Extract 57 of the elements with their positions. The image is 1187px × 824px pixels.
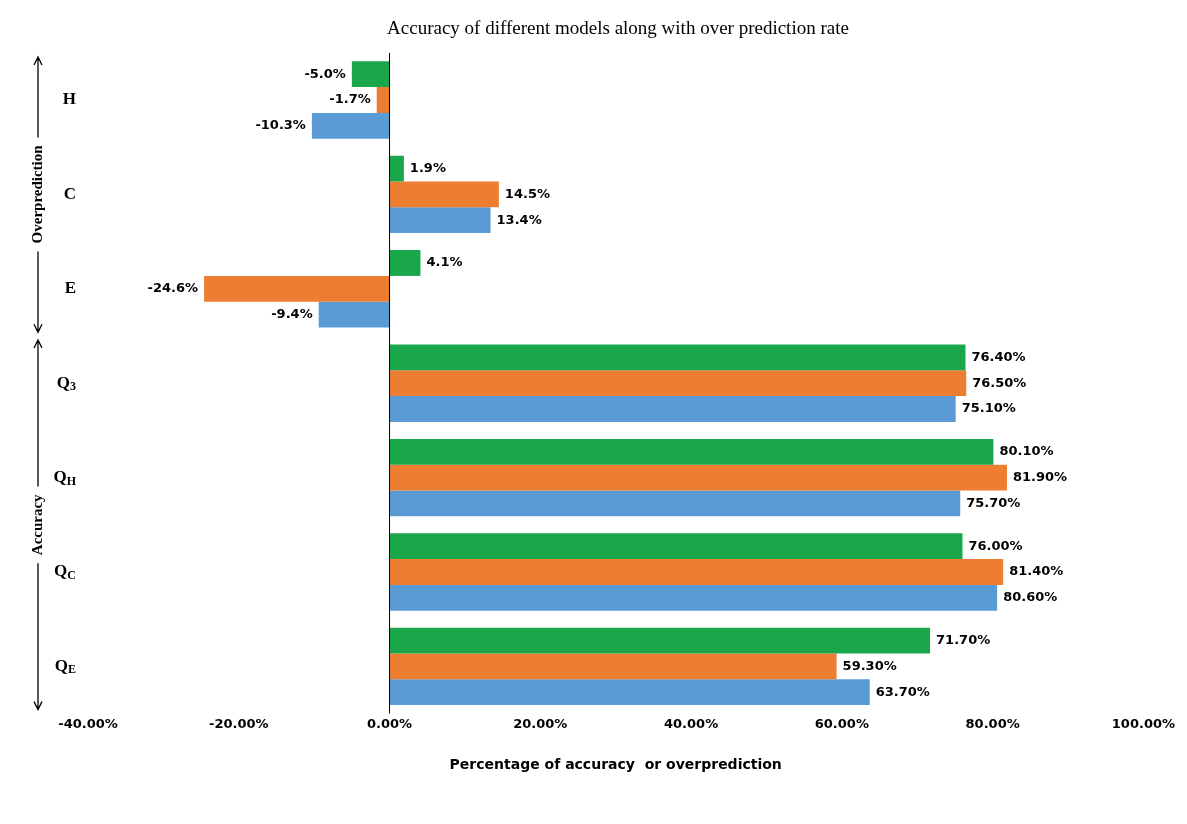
bar: [389, 438, 994, 465]
bar: [204, 275, 390, 302]
y-tick-label: E: [64, 278, 76, 298]
bar: [389, 155, 404, 182]
bar: [351, 61, 390, 88]
x-tick-label: -40.00%: [58, 715, 118, 731]
data-label: 80.60%: [1003, 589, 1058, 605]
data-label: 71.70%: [936, 631, 991, 647]
bar: [318, 301, 390, 328]
y-tick-label: H: [62, 89, 77, 109]
bar: [389, 490, 961, 517]
data-label: 80.10%: [999, 443, 1054, 459]
bar: [389, 370, 967, 397]
bar: [389, 250, 421, 276]
bar: [389, 559, 1004, 585]
data-label: 14.5%: [504, 185, 550, 201]
chart-title: Accuracy of different models along with over prediction rate: [387, 17, 849, 39]
bar: [389, 207, 491, 234]
x-tick-label: 0.00%: [366, 715, 413, 731]
data-label: 76.50%: [972, 374, 1027, 390]
bar: [389, 627, 931, 654]
bar: [389, 344, 966, 371]
data-label: 13.4%: [496, 211, 542, 227]
x-tick-label: 60.00%: [814, 715, 869, 731]
data-label: -10.3%: [255, 117, 306, 133]
data-label: -5.0%: [304, 65, 346, 81]
text: Overprediction: [28, 144, 45, 244]
bar: [389, 396, 956, 422]
x-tick-label: 40.00%: [664, 715, 719, 731]
x-tick-label: 80.00%: [965, 715, 1020, 731]
bar: [311, 112, 390, 139]
data-label: 76.00%: [968, 537, 1023, 553]
bar: [389, 584, 998, 611]
x-tick-label: 100.00%: [1111, 715, 1176, 731]
data-label: -9.4%: [271, 305, 313, 321]
bar: [389, 464, 1007, 491]
data-label: 81.40%: [1009, 563, 1064, 579]
bar: [389, 181, 499, 208]
data-label: 4.1%: [426, 254, 463, 270]
bar: [389, 533, 963, 560]
x-tick-label: 20.00%: [513, 715, 568, 731]
data-label: 63.70%: [875, 683, 930, 699]
bar: [389, 653, 837, 680]
y-tick-label: C: [63, 183, 76, 203]
data-label: 1.9%: [409, 159, 446, 175]
text: Accuracy: [28, 493, 45, 556]
data-label: 81.90%: [1012, 468, 1068, 484]
data-label: -1.7%: [329, 91, 371, 107]
data-label: 75.10%: [961, 400, 1016, 416]
bar: [389, 679, 870, 706]
x-axis-title: Percentage of accuracy or overprediction: [449, 756, 782, 773]
x-tick-label: -20.00%: [209, 715, 269, 731]
data-label: 75.70%: [966, 494, 1021, 510]
data-label: 59.30%: [842, 657, 897, 673]
bar: [376, 87, 390, 113]
data-label: 76.40%: [971, 348, 1026, 364]
data-label: -24.6%: [147, 280, 199, 296]
